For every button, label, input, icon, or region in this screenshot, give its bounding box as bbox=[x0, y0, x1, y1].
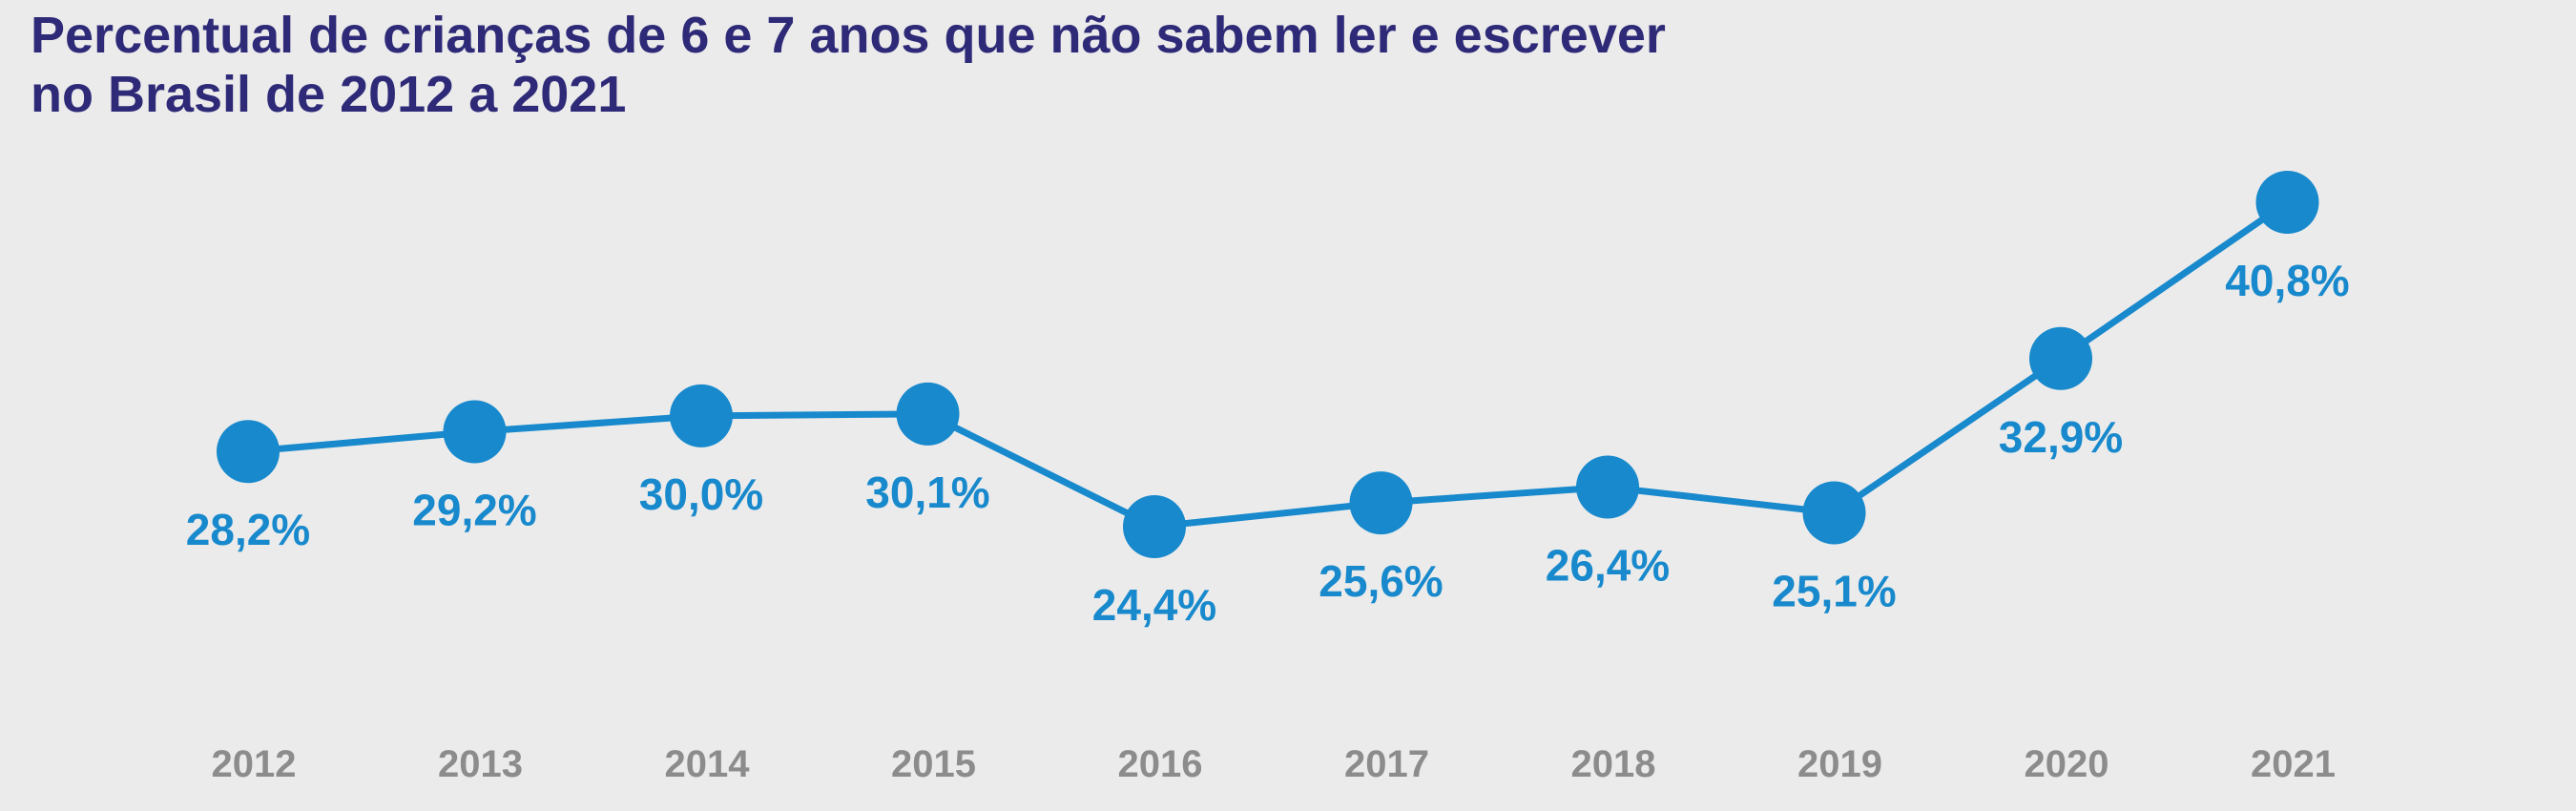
x-tick-2015: 2015 bbox=[891, 743, 976, 785]
x-tick-2012: 2012 bbox=[212, 743, 297, 785]
data-label-2015: 30,1% bbox=[865, 468, 989, 517]
data-point-2015 bbox=[896, 382, 960, 446]
x-tick-2018: 2018 bbox=[1571, 743, 1656, 785]
data-label-2019: 25,1% bbox=[1772, 566, 1896, 615]
x-tick-2016: 2016 bbox=[1118, 743, 1203, 785]
x-axis: 2012 2013 2014 2015 2016 2017 2018 2019 2020 2021 bbox=[212, 743, 2336, 785]
x-tick-2019: 2019 bbox=[1797, 743, 1882, 785]
chart-title-line-2: no Brasil de 2012 a 2021 bbox=[31, 66, 627, 123]
chart-title: Percentual de crianças de 6 e 7 anos que… bbox=[31, 6, 2225, 124]
data-point-2016 bbox=[1123, 495, 1186, 558]
data-point-2012 bbox=[217, 420, 280, 484]
data-label-2017: 25,6% bbox=[1319, 556, 1443, 606]
data-label-2014: 30,0% bbox=[639, 469, 763, 519]
data-label-2018: 26,4% bbox=[1546, 541, 1670, 591]
data-point-2018 bbox=[1576, 455, 1639, 519]
x-tick-2013: 2013 bbox=[438, 743, 523, 785]
series-line bbox=[247, 199, 2290, 530]
data-point-2020 bbox=[2029, 326, 2092, 390]
x-tick-2021: 2021 bbox=[2251, 743, 2336, 785]
data-point-2019 bbox=[1802, 481, 1866, 545]
x-tick-2020: 2020 bbox=[2025, 743, 2109, 785]
data-label-2013: 29,2% bbox=[412, 485, 536, 534]
data-label-2021: 40,8% bbox=[2225, 256, 2349, 305]
data-point-2021 bbox=[2255, 171, 2319, 234]
series-layer bbox=[247, 199, 2290, 530]
x-tick-2017: 2017 bbox=[1344, 743, 1429, 785]
data-label-2016: 24,4% bbox=[1092, 580, 1216, 630]
data-point-2013 bbox=[443, 400, 507, 464]
chart-title-line-1: Percentual de crianças de 6 e 7 anos que… bbox=[31, 7, 1666, 64]
marker-layer bbox=[217, 171, 2319, 558]
data-label-2020: 32,9% bbox=[1999, 412, 2123, 462]
data-label-layer: 28,2% 29,2% 30,0% 30,1% 24,4% 25,6% 26,4% 25,1%… bbox=[186, 256, 2350, 630]
x-tick-2014: 2014 bbox=[665, 743, 751, 785]
data-label-2012: 28,2% bbox=[186, 505, 310, 554]
data-point-2017 bbox=[1349, 471, 1413, 535]
data-point-2014 bbox=[670, 384, 733, 447]
